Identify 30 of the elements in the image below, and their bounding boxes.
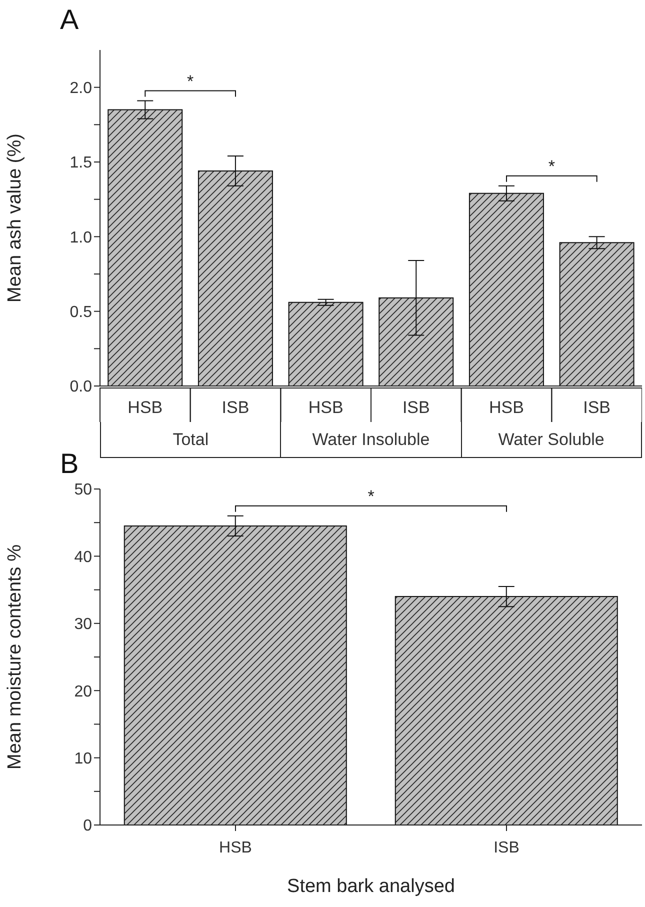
y-tick-label: 2.0 bbox=[70, 80, 92, 98]
y-tick-label: 1.5 bbox=[70, 154, 92, 172]
x-tick-label: HSB bbox=[128, 398, 163, 417]
x-tick-label: ISB bbox=[402, 398, 430, 417]
chart-title: B bbox=[60, 448, 79, 480]
x-axis-title: Stem bark analysed bbox=[287, 876, 455, 897]
text: Total bbox=[172, 430, 209, 450]
x-tick-label: HSB bbox=[219, 839, 252, 856]
y-axis-title: Mean moisture contents % bbox=[4, 544, 26, 770]
y-tick-label: 30 bbox=[74, 616, 92, 634]
annotation: * bbox=[548, 156, 556, 176]
y-tick-label: 20 bbox=[74, 683, 92, 700]
x-tick-label: HSB bbox=[489, 398, 524, 417]
y-tick-label: 40 bbox=[74, 548, 92, 566]
x-tick-label: ISB bbox=[222, 398, 250, 417]
y-tick-label: 0 bbox=[83, 818, 92, 835]
annotation: * bbox=[187, 72, 194, 91]
y-tick-label: 10 bbox=[74, 750, 92, 768]
y-tick-label: 0.5 bbox=[70, 304, 92, 322]
text: Water Soluble bbox=[498, 430, 604, 450]
x-tick-label: ISB bbox=[583, 398, 611, 417]
y-axis-title: Mean ash value (%) bbox=[4, 134, 26, 302]
y-tick-label: 1.0 bbox=[70, 229, 92, 246]
text: Water Insoluble bbox=[312, 430, 430, 450]
chart-title: A bbox=[60, 4, 79, 36]
y-tick-label: 50 bbox=[74, 482, 92, 499]
annotation: * bbox=[368, 486, 375, 506]
x-tick-label: ISB bbox=[494, 839, 520, 856]
y-tick-label: 0.0 bbox=[70, 378, 92, 396]
x-tick-label: HSB bbox=[308, 398, 344, 417]
